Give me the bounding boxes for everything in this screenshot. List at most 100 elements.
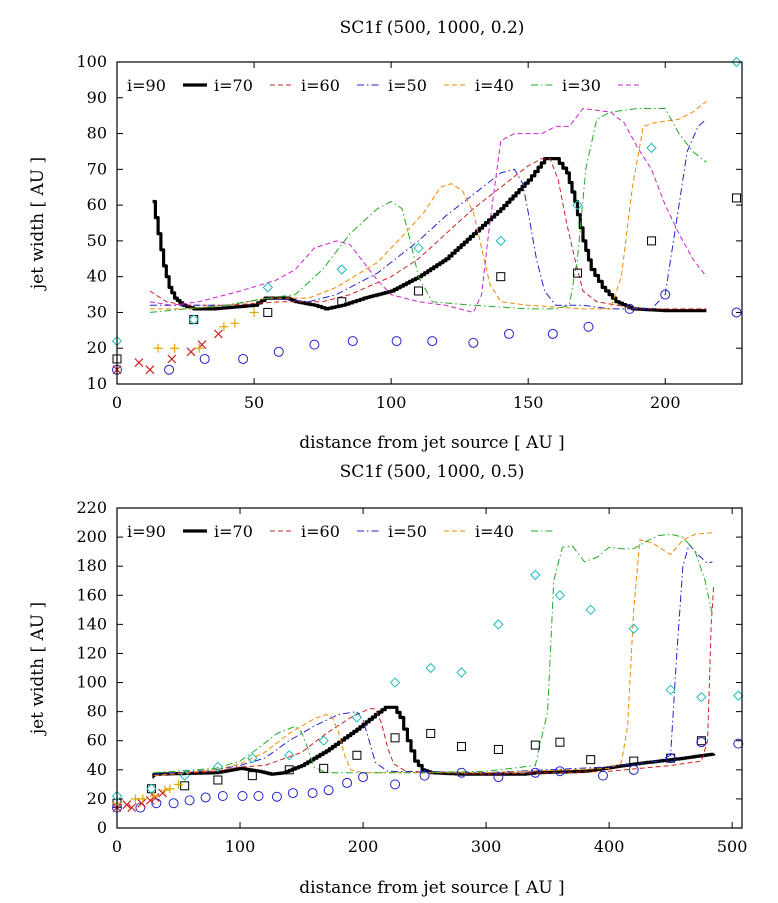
marker-square bbox=[530, 740, 540, 750]
marker-diamond bbox=[696, 691, 707, 703]
marker-diamond bbox=[530, 569, 541, 581]
marker-diamond bbox=[188, 314, 199, 325]
series-line-i50 bbox=[153, 532, 713, 777]
x-tick-label: 0 bbox=[112, 393, 122, 412]
marker-circle bbox=[199, 353, 210, 364]
marker-plus bbox=[219, 322, 229, 332]
y-tick-label: 0 bbox=[97, 818, 107, 837]
marker-circle bbox=[287, 788, 298, 799]
y-tick-label: 40 bbox=[87, 760, 107, 779]
marker-circle bbox=[200, 792, 211, 803]
y-tick-label: 20 bbox=[87, 338, 107, 357]
axis-ticks: 0 100 200 300 400 500 0 20 40 60 80 100 120 140 160 180… bbox=[76, 498, 747, 856]
marker-square bbox=[555, 737, 565, 747]
marker-square bbox=[180, 781, 190, 791]
series-line-i50 bbox=[149, 101, 707, 310]
legend-label-i90: i=90 bbox=[127, 522, 166, 541]
marker-diamond bbox=[585, 604, 596, 616]
series-lines bbox=[152, 532, 716, 779]
scatter-markers bbox=[111, 569, 744, 813]
x-tick-label: 50 bbox=[244, 393, 264, 412]
marker-circle bbox=[547, 328, 558, 339]
marker-square bbox=[319, 763, 329, 773]
marker-diamond bbox=[262, 282, 273, 293]
marker-circle bbox=[273, 346, 284, 357]
marker-cross bbox=[145, 365, 155, 375]
marker-square bbox=[732, 193, 742, 203]
marker-plus bbox=[194, 343, 204, 353]
y-tick-label: 100 bbox=[76, 673, 107, 692]
x-tick-label: 150 bbox=[513, 393, 544, 412]
marker-square bbox=[586, 755, 596, 765]
marker-square bbox=[414, 286, 424, 296]
y-tick-label: 20 bbox=[87, 789, 107, 808]
legend-label-i90: i=90 bbox=[127, 76, 166, 95]
x-tick-label: 100 bbox=[225, 837, 256, 856]
marker-square bbox=[390, 733, 400, 743]
marker-square bbox=[189, 315, 199, 325]
marker-circle bbox=[358, 772, 369, 783]
marker-diamond bbox=[493, 619, 504, 630]
marker-circle bbox=[456, 767, 467, 778]
marker-plus bbox=[174, 779, 184, 789]
marker-diamond bbox=[733, 690, 744, 701]
y-tick-label: 180 bbox=[76, 556, 107, 575]
y-tick-label: 50 bbox=[87, 231, 107, 250]
marker-circle bbox=[253, 791, 264, 801]
legend: i=90 i=70 i=60 i=50 i=40 i=30 bbox=[127, 76, 642, 95]
chart-title: SC1f (500, 1000, 0.2) bbox=[340, 18, 525, 38]
marker-cross bbox=[186, 347, 196, 357]
axis-ticks: 0 50 100 150 200 10 20 30 40 50 60 70 80 90 100 bbox=[76, 52, 742, 412]
series-line-i60 bbox=[149, 118, 707, 310]
series-lines bbox=[149, 101, 707, 313]
marker-plus bbox=[230, 318, 240, 328]
plot-frame bbox=[116, 61, 743, 385]
marker-square bbox=[213, 775, 223, 785]
y-tick-label: 70 bbox=[87, 159, 107, 178]
marker-diamond bbox=[572, 199, 583, 211]
marker-diamond bbox=[646, 142, 657, 154]
y-tick-label: 40 bbox=[87, 267, 107, 286]
marker-circle bbox=[660, 289, 671, 300]
y-tick-label: 60 bbox=[87, 731, 107, 750]
marker-circle bbox=[135, 802, 146, 813]
scatter-markers bbox=[111, 56, 742, 375]
marker-circle bbox=[628, 764, 639, 775]
marker-circle bbox=[696, 737, 707, 748]
marker-square bbox=[426, 728, 436, 738]
marker-circle bbox=[597, 770, 608, 781]
marker-plus bbox=[138, 794, 148, 804]
marker-cross bbox=[150, 793, 160, 802]
marker-diamond bbox=[495, 235, 506, 247]
x-tick-label: 300 bbox=[471, 837, 502, 856]
marker-square bbox=[456, 742, 466, 752]
marker-circle bbox=[503, 328, 514, 339]
marker-square bbox=[263, 307, 273, 317]
plot-frame bbox=[116, 507, 743, 829]
marker-diamond bbox=[179, 770, 190, 781]
marker-circle bbox=[624, 303, 635, 314]
marker-circle bbox=[554, 766, 565, 777]
legend-label-i40: i=40 bbox=[475, 76, 514, 95]
marker-circle bbox=[665, 753, 676, 764]
series-line-i90 bbox=[152, 157, 707, 313]
marker-plus bbox=[149, 791, 159, 801]
y-tick-label: 120 bbox=[76, 643, 107, 662]
marker-diamond bbox=[425, 662, 436, 674]
y-tick-label: 80 bbox=[87, 124, 107, 143]
marker-diamond bbox=[456, 667, 467, 678]
marker-circle bbox=[419, 770, 430, 781]
marker-circle bbox=[323, 785, 334, 796]
marker-plus bbox=[153, 343, 163, 353]
marker-cross bbox=[137, 798, 147, 808]
x-axis-label: distance from jet source [ AU ] bbox=[299, 433, 564, 453]
marker-square bbox=[352, 750, 362, 760]
chart-panel-bottom: SC1f (500, 1000, 0.5) distance from jet … bbox=[28, 462, 747, 898]
marker-cross bbox=[134, 358, 144, 367]
series-line-i30 bbox=[149, 108, 707, 313]
marker-diamond bbox=[665, 684, 676, 696]
series-line-i40 bbox=[153, 533, 713, 774]
marker-circle bbox=[237, 791, 248, 801]
marker-square bbox=[247, 771, 257, 781]
